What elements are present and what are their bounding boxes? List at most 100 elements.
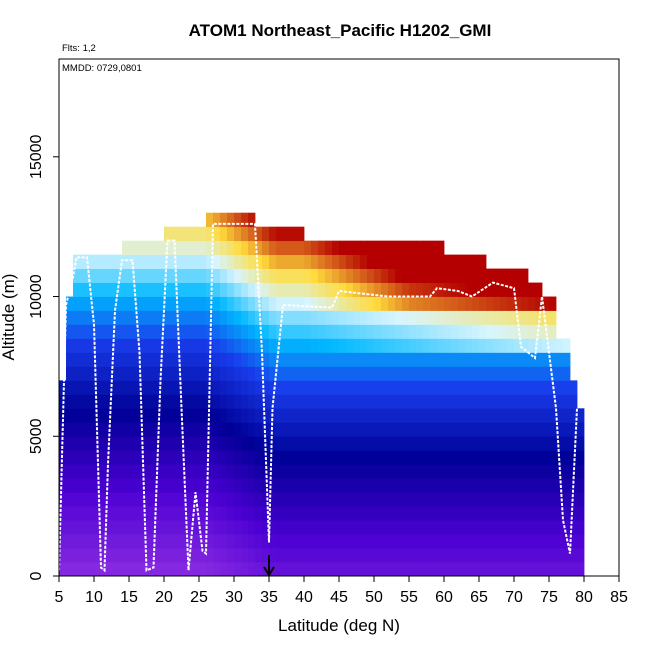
curtain-cell bbox=[290, 310, 298, 325]
curtain-cell bbox=[171, 450, 179, 465]
curtain-cell bbox=[388, 422, 396, 437]
curtain-cell bbox=[185, 380, 193, 395]
curtain-cell bbox=[381, 534, 389, 549]
curtain-cell bbox=[171, 268, 179, 283]
curtain-cell bbox=[318, 562, 326, 577]
curtain-cell bbox=[360, 380, 368, 395]
curtain-cell bbox=[430, 450, 438, 465]
curtain-cell bbox=[332, 492, 340, 507]
curtain-cell bbox=[465, 478, 473, 493]
curtain-cell bbox=[395, 492, 403, 507]
curtain-cell bbox=[304, 422, 312, 437]
curtain-cell bbox=[80, 506, 88, 521]
curtain-cell bbox=[269, 366, 277, 381]
curtain-cell bbox=[395, 366, 403, 381]
curtain-cell bbox=[122, 240, 130, 256]
curtain-cell bbox=[94, 338, 102, 353]
curtain-cell bbox=[304, 548, 312, 563]
curtain-cell bbox=[136, 254, 144, 269]
curtain-cell bbox=[255, 296, 263, 311]
curtain-cell bbox=[227, 422, 235, 437]
curtain-cell bbox=[304, 366, 312, 381]
curtain-cell bbox=[241, 338, 249, 353]
curtain-cell bbox=[248, 212, 256, 228]
curtain-cell bbox=[367, 478, 375, 493]
curtain-cell bbox=[493, 478, 501, 493]
curtain-cell bbox=[283, 562, 291, 577]
curtain-cell bbox=[80, 324, 88, 339]
curtain-cell bbox=[248, 254, 256, 269]
curtain-cell bbox=[437, 492, 445, 507]
curtain-cell bbox=[542, 548, 550, 563]
curtain-cell bbox=[66, 464, 74, 479]
curtain-cell bbox=[220, 366, 228, 381]
curtain-cell bbox=[213, 520, 221, 535]
curtain-cell bbox=[430, 394, 438, 409]
curtain-cell bbox=[255, 380, 263, 395]
curtain-cell bbox=[395, 240, 403, 256]
curtain-cell bbox=[458, 506, 466, 521]
curtain-cell bbox=[262, 282, 270, 297]
curtain-cell bbox=[556, 380, 564, 395]
curtain-cell bbox=[535, 366, 543, 381]
curtain-cell bbox=[472, 562, 480, 577]
curtain-cell bbox=[234, 534, 242, 549]
curtain-cell bbox=[563, 478, 571, 493]
curtain-cell bbox=[255, 394, 263, 409]
curtain-cell bbox=[185, 324, 193, 339]
curtain-cell bbox=[213, 366, 221, 381]
curtain-cell bbox=[402, 408, 410, 423]
curtain-cell bbox=[437, 254, 445, 269]
curtain-cell bbox=[402, 380, 410, 395]
curtain-cell bbox=[360, 450, 368, 465]
curtain-cell bbox=[395, 394, 403, 409]
curtain-cell bbox=[465, 366, 473, 381]
curtain-cell bbox=[360, 366, 368, 381]
curtain-cell bbox=[304, 352, 312, 367]
curtain-cell bbox=[227, 520, 235, 535]
curtain-cell bbox=[381, 366, 389, 381]
curtain-cell bbox=[59, 534, 67, 549]
curtain-cell bbox=[311, 366, 319, 381]
curtain-cell bbox=[185, 352, 193, 367]
curtain-cell bbox=[241, 492, 249, 507]
curtain-cell bbox=[542, 394, 550, 409]
curtain-cell bbox=[122, 338, 130, 353]
curtain-cell bbox=[465, 380, 473, 395]
curtain-cell bbox=[94, 450, 102, 465]
curtain-cell bbox=[87, 492, 95, 507]
curtain-cell bbox=[66, 338, 74, 353]
curtain-cell bbox=[423, 338, 431, 353]
curtain-cell bbox=[486, 296, 494, 311]
curtain-cell bbox=[465, 534, 473, 549]
curtain-cell bbox=[227, 492, 235, 507]
curtain-cell bbox=[150, 478, 158, 493]
curtain-cell bbox=[577, 422, 585, 437]
curtain-cell bbox=[451, 394, 459, 409]
curtain-cell bbox=[479, 492, 487, 507]
curtain-cell bbox=[108, 296, 116, 311]
curtain-cell bbox=[290, 492, 298, 507]
curtain-cell bbox=[367, 506, 375, 521]
curtain-cell bbox=[479, 310, 487, 325]
curtain-cell bbox=[122, 380, 130, 395]
curtain-cell bbox=[255, 366, 263, 381]
curtain-cell bbox=[451, 352, 459, 367]
curtain-cell bbox=[507, 492, 515, 507]
curtain-cell bbox=[353, 268, 361, 283]
curtain-cell bbox=[199, 492, 207, 507]
curtain-cell bbox=[472, 380, 480, 395]
curtain-cell bbox=[528, 408, 536, 423]
curtain-cell bbox=[535, 338, 543, 353]
curtain-cell bbox=[87, 548, 95, 563]
curtain-cell bbox=[143, 310, 151, 325]
curtain-cell bbox=[73, 422, 81, 437]
curtain-cell bbox=[542, 422, 550, 437]
curtain-cell bbox=[283, 268, 291, 283]
curtain-cell bbox=[171, 226, 179, 242]
curtain-cell bbox=[570, 436, 578, 451]
curtain-cell bbox=[129, 478, 137, 493]
curtain-cell bbox=[465, 492, 473, 507]
curtain-cell bbox=[276, 548, 284, 563]
